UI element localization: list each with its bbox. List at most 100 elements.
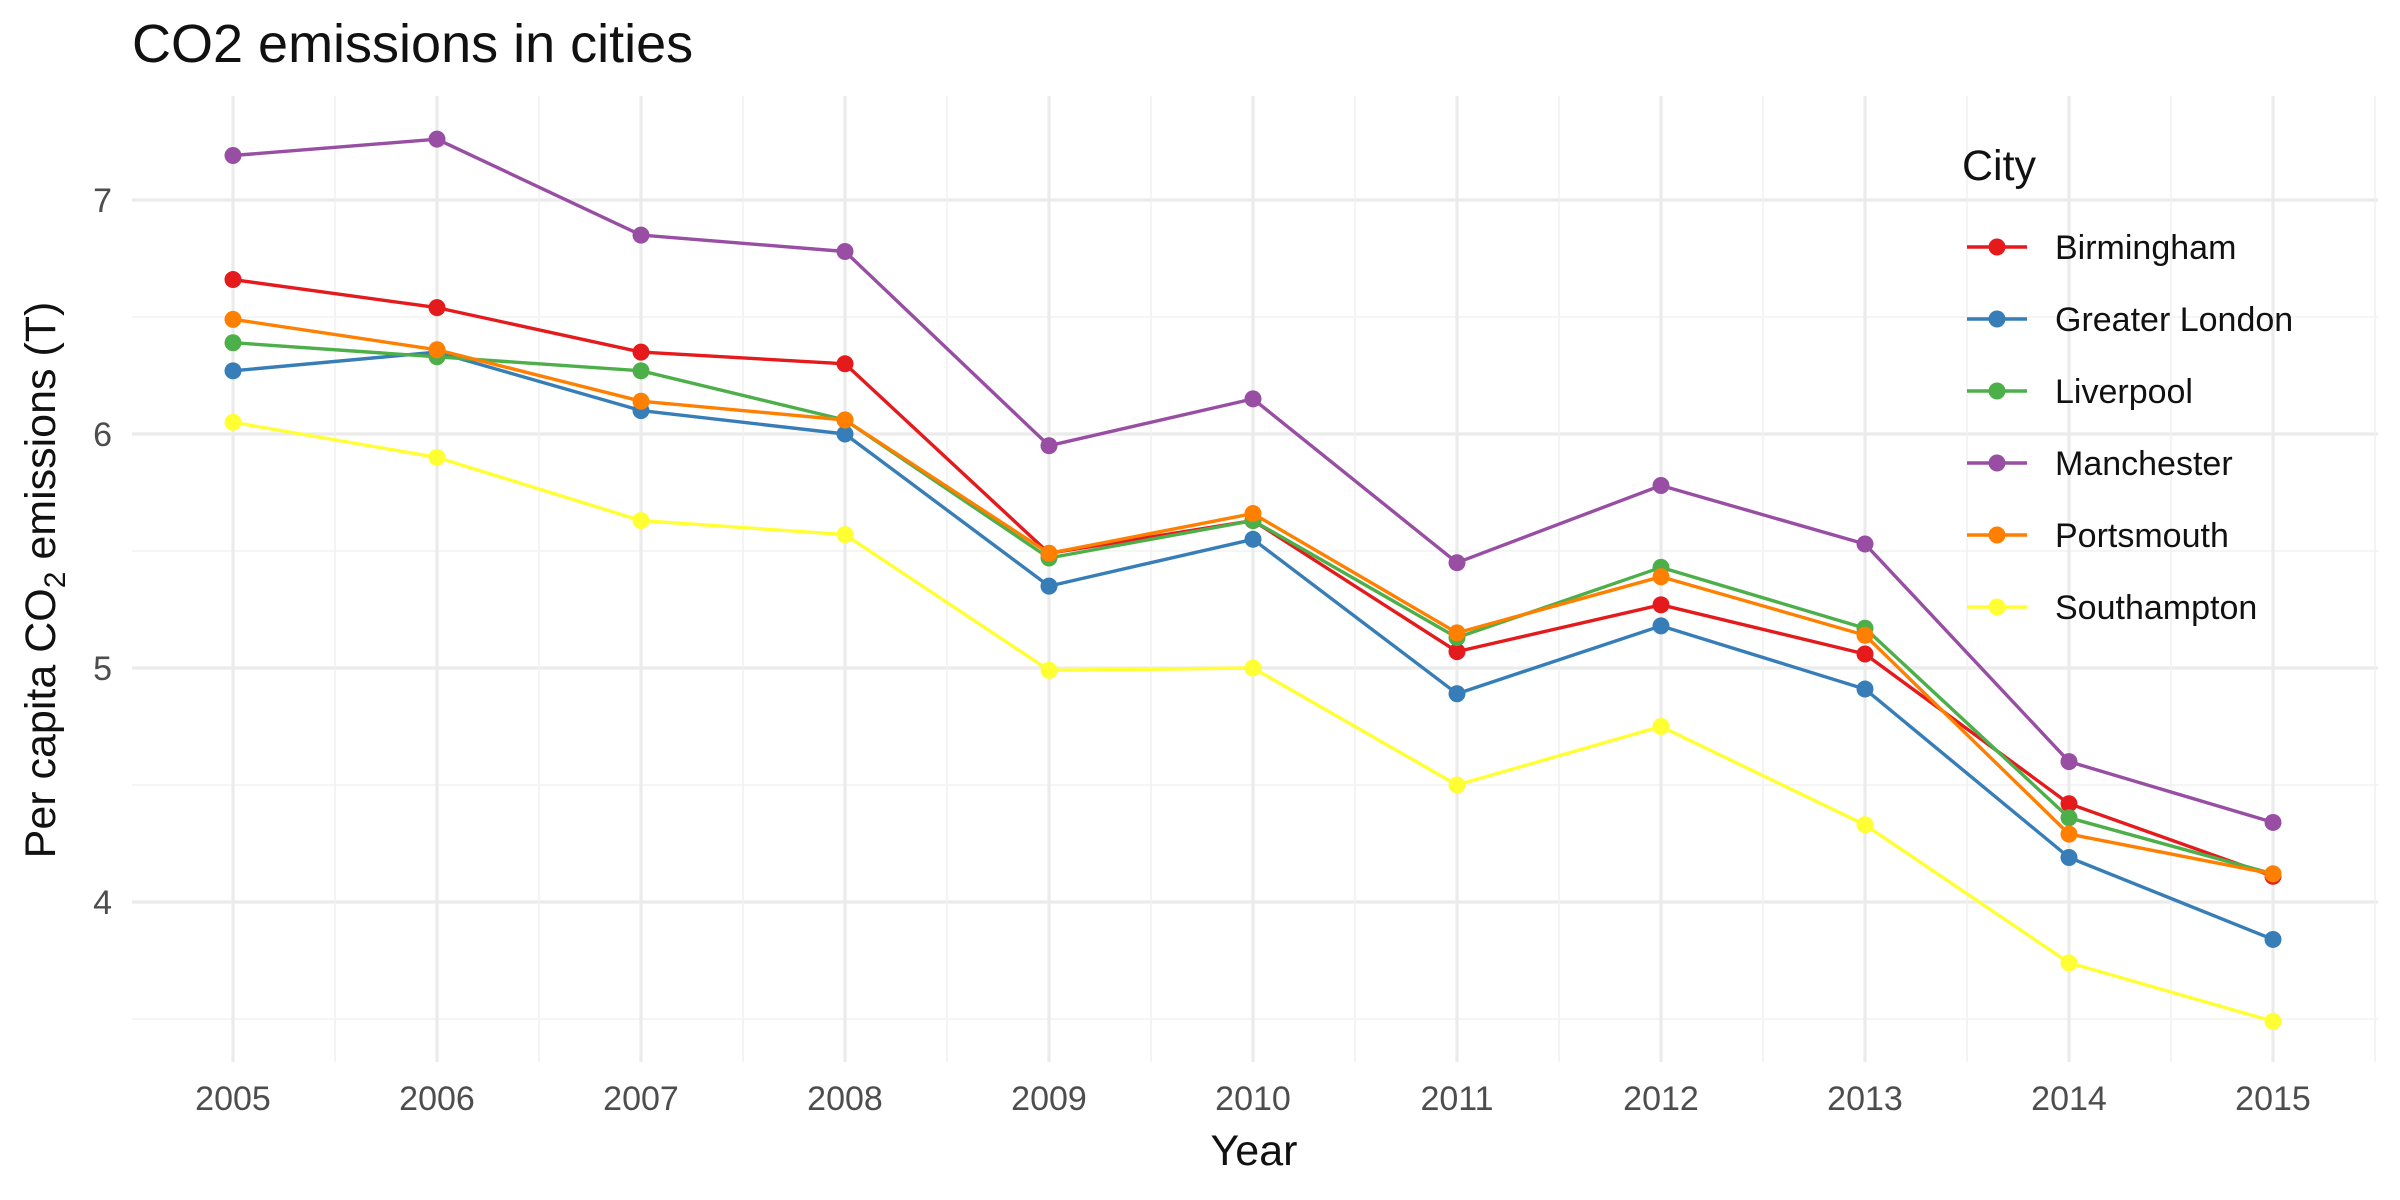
data-point-southampton	[1040, 661, 1058, 679]
data-point-manchester	[428, 130, 446, 148]
data-point-greater-london	[1448, 685, 1466, 703]
data-point-southampton	[632, 512, 650, 530]
y-axis-title-prefix: Per capita CO	[17, 588, 65, 858]
legend-key-point	[1988, 454, 2006, 472]
data-point-birmingham	[1856, 645, 1874, 663]
legend-key-point	[1988, 310, 2006, 328]
x-tick-label: 2009	[1011, 1080, 1087, 1118]
data-point-greater-london	[1244, 530, 1262, 548]
x-tick-label: 2015	[2235, 1080, 2311, 1118]
y-axis-ticks: 4 5 6 7	[93, 182, 112, 922]
data-point-southampton	[1448, 776, 1466, 794]
data-point-portsmouth	[1040, 544, 1058, 562]
data-point-portsmouth	[2060, 825, 2078, 843]
x-tick-label: 2010	[1215, 1080, 1291, 1118]
data-point-greater-london	[836, 425, 854, 443]
data-point-manchester	[1448, 554, 1466, 572]
legend-item-portsmouth: Portsmouth	[1967, 517, 2229, 555]
data-point-liverpool	[632, 362, 650, 380]
data-point-southampton	[2264, 1012, 2282, 1030]
gridlines	[132, 96, 2378, 1062]
series-group	[224, 130, 2282, 1030]
data-point-greater-london	[2060, 849, 2078, 867]
data-point-portsmouth	[632, 392, 650, 410]
data-point-greater-london	[224, 362, 242, 380]
data-point-manchester	[632, 226, 650, 244]
x-tick-label: 2013	[1827, 1080, 1903, 1118]
data-point-greater-london	[1652, 617, 1670, 635]
data-point-manchester	[2060, 753, 2078, 771]
data-point-greater-london	[2264, 930, 2282, 948]
data-point-portsmouth	[1448, 624, 1466, 642]
legend-key-point	[1988, 598, 2006, 616]
data-point-southampton	[1244, 659, 1262, 677]
x-axis-title: Year	[1211, 1127, 1298, 1175]
data-point-birmingham	[836, 355, 854, 373]
x-tick-label: 2007	[603, 1080, 679, 1118]
data-point-southampton	[428, 448, 446, 466]
data-point-manchester	[1040, 437, 1058, 455]
y-tick-label: 5	[93, 650, 112, 688]
legend-item-southampton: Southampton	[1967, 589, 2257, 627]
y-tick-label: 6	[93, 416, 112, 454]
data-point-southampton	[1652, 718, 1670, 735]
data-point-birmingham	[224, 271, 242, 289]
x-tick-label: 2008	[807, 1080, 883, 1118]
x-tick-label: 2006	[399, 1080, 475, 1118]
legend-item-liverpool: Liverpool	[1967, 373, 2193, 411]
data-point-manchester	[1244, 390, 1262, 408]
data-point-manchester	[836, 242, 854, 260]
x-axis-ticks: 2005 2006 2007 2008 2009 2010 2011 2012 2013 2014…	[195, 1080, 2311, 1118]
data-point-manchester	[224, 147, 242, 165]
data-point-greater-london	[1856, 680, 1874, 698]
y-axis-title: Per capita CO2 emissions (T)	[17, 302, 72, 859]
data-point-birmingham	[2060, 795, 2078, 813]
y-axis-title-subscript: 2	[39, 572, 72, 589]
x-tick-label: 2005	[195, 1080, 271, 1118]
legend: City Birmingham Greater London Liverpool Ma…	[1962, 142, 2293, 627]
data-point-portsmouth	[224, 310, 242, 328]
data-point-birmingham	[1652, 596, 1670, 614]
data-point-portsmouth	[428, 341, 446, 359]
x-tick-label: 2011	[1420, 1080, 1493, 1118]
data-point-birmingham	[1448, 643, 1466, 661]
legend-label: Birmingham	[2055, 229, 2236, 267]
series-portsmouth	[224, 310, 2282, 883]
legend-item-manchester: Manchester	[1967, 445, 2233, 483]
data-point-portsmouth	[1856, 626, 1874, 644]
legend-key-point	[1988, 382, 2006, 400]
chart-title: CO2 emissions in cities	[132, 14, 693, 74]
data-point-southampton	[836, 526, 854, 544]
legend-label: Liverpool	[2055, 373, 2193, 411]
series-southampton	[224, 413, 2282, 1030]
data-point-manchester	[1856, 535, 1874, 553]
y-axis-title-suffix: emissions (T)	[17, 302, 65, 572]
legend-key-point	[1988, 526, 2006, 544]
data-point-greater-london	[1040, 577, 1058, 595]
x-tick-label: 2014	[2031, 1080, 2107, 1118]
legend-title: City	[1962, 142, 2037, 190]
y-tick-label: 7	[93, 182, 112, 220]
legend-label: Manchester	[2055, 445, 2233, 483]
data-point-liverpool	[2060, 809, 2078, 827]
data-point-birmingham	[632, 343, 650, 361]
data-point-southampton	[1856, 816, 1874, 834]
data-point-manchester	[1652, 476, 1670, 494]
data-point-liverpool	[224, 334, 242, 352]
legend-label: Southampton	[2055, 589, 2257, 627]
y-tick-label: 4	[93, 884, 112, 922]
data-point-portsmouth	[1652, 568, 1670, 586]
data-point-birmingham	[428, 299, 446, 317]
data-point-southampton	[2060, 954, 2078, 972]
legend-item-greater-london: Greater London	[1967, 301, 2293, 339]
legend-item-birmingham: Birmingham	[1967, 229, 2236, 267]
data-point-portsmouth	[1244, 505, 1262, 523]
legend-label: Portsmouth	[2055, 517, 2229, 555]
legend-label: Greater London	[2055, 301, 2293, 339]
data-point-portsmouth	[836, 411, 854, 429]
data-point-manchester	[2264, 813, 2282, 831]
data-point-portsmouth	[2264, 865, 2282, 883]
data-point-southampton	[224, 413, 242, 431]
legend-key-point	[1988, 238, 2006, 256]
